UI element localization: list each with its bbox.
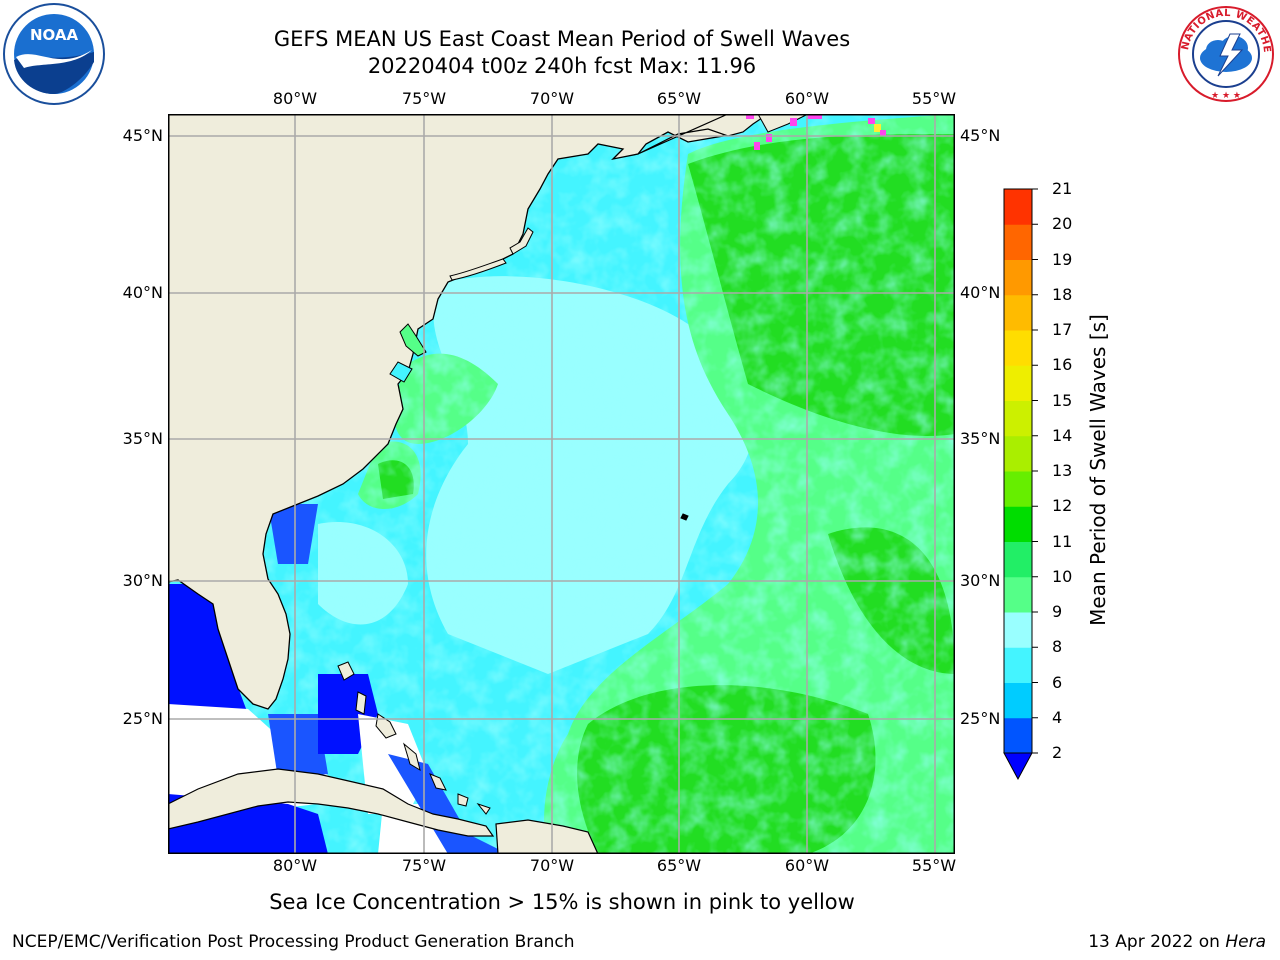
title-line-2: 20220404 t00z 240h fcst Max: 11.96 [367, 54, 757, 78]
lon-label-bottom: 75°W [401, 856, 447, 875]
colorbar-tick-label: 21 [1052, 179, 1073, 198]
colorbar-tick-label: 19 [1052, 249, 1073, 269]
noaa-logo: NOAA [3, 3, 105, 105]
svg-text:★ ★ ★: ★ ★ ★ [1211, 91, 1241, 101]
lon-label-top: 75°W [401, 89, 447, 108]
lon-label-top: 60°W [784, 89, 830, 108]
noaa-logo-text: NOAA [30, 26, 79, 44]
nws-logo: NATIONAL WEATHER SERVICE ★ ★ ★ [1176, 4, 1274, 102]
colorbar-band [1004, 647, 1032, 683]
lat-label-right: 35°N [960, 429, 1001, 448]
lat-label-right: 30°N [960, 571, 1001, 590]
land-north-america [168, 114, 729, 710]
colorbar-tick-label: 2 [1052, 743, 1063, 762]
colorbar-band [1004, 541, 1032, 578]
colorbar-tick-label: 14 [1052, 425, 1073, 445]
colorbar-tick-label: 15 [1052, 390, 1073, 410]
lon-label-top: 65°W [656, 89, 702, 108]
lat-label-left: 30°N [122, 571, 163, 590]
colorbar-band [1004, 294, 1032, 331]
colorbar-tick-label: 20 [1052, 214, 1073, 234]
lon-label-bottom: 80°W [272, 856, 318, 875]
lon-label-top: 80°W [272, 89, 318, 108]
colorbar-band [1004, 506, 1032, 542]
lat-label-left: 45°N [122, 126, 163, 145]
lat-label-right: 40°N [960, 283, 1001, 302]
colorbar-band [1004, 365, 1032, 401]
colorbar-band [1004, 400, 1032, 437]
colorbar-band [1004, 435, 1032, 472]
land-hispaniola [495, 819, 599, 854]
graticule [168, 114, 955, 854]
colorbar-band [1004, 330, 1032, 366]
machine-name: Hera [1225, 932, 1266, 952]
map-panel [168, 114, 955, 854]
colorbar-band [1004, 189, 1032, 225]
colorbar [1003, 188, 1038, 781]
colorbar-tick-label: 8 [1052, 637, 1063, 657]
lon-label-top: 70°W [529, 89, 575, 108]
lon-label-bottom: 55°W [911, 856, 957, 875]
map-frame [168, 114, 955, 854]
colorbar-band [1004, 576, 1032, 613]
lon-label-top: 55°W [911, 89, 957, 108]
colorbar-band [1004, 224, 1032, 260]
land-bahamas [337, 513, 689, 815]
colorbar-tick-label: 13 [1052, 461, 1073, 480]
land-maritimes [637, 114, 770, 155]
colorbar-tick-label: 9 [1052, 602, 1063, 621]
colorbar-band [1004, 259, 1032, 296]
chart-title: GEFS MEAN US East Coast Mean Period of S… [0, 26, 1124, 80]
colorbar-band [1004, 471, 1032, 507]
credit-text: NCEP/EMC/Verification Post Processing Pr… [12, 932, 575, 952]
colorbar-band [1004, 682, 1032, 719]
lat-label-left: 35°N [122, 429, 163, 448]
colorbar-tick-label: 18 [1052, 284, 1073, 304]
colorbar-tick-label: 10 [1052, 566, 1073, 586]
colorbar-tick-label: 17 [1052, 320, 1073, 339]
colorbar-tick-label: 16 [1052, 355, 1073, 375]
colorbar-band [1004, 612, 1032, 648]
lat-label-left: 40°N [122, 283, 163, 302]
date-stamp: 13 Apr 2022 on Hera [1088, 932, 1266, 952]
lon-label-bottom: 65°W [656, 856, 702, 875]
lon-label-bottom: 60°W [784, 856, 830, 875]
lat-label-right: 45°N [960, 126, 1001, 145]
lat-label-left: 25°N [122, 709, 163, 728]
title-line-1: GEFS MEAN US East Coast Mean Period of S… [273, 27, 851, 51]
land-cuba [168, 768, 495, 837]
colorbar-tick-label: 11 [1052, 531, 1073, 551]
colorbar-band [1004, 717, 1032, 754]
colorbar-tick-label: 4 [1052, 707, 1063, 727]
colorbar-tick-label: 6 [1052, 672, 1063, 692]
colorbar-under-arrow [1003, 752, 1033, 781]
sea-ice [746, 114, 886, 150]
lon-label-bottom: 70°W [529, 856, 575, 875]
sea-ice-note: Sea Ice Concentration > 15% is shown in … [269, 890, 855, 914]
lat-label-right: 25°N [960, 709, 1001, 728]
colorbar-tick-label: 12 [1052, 496, 1073, 516]
colorbar-title: Mean Period of Swell Waves [s] [1086, 314, 1110, 626]
date-text: 13 Apr 2022 on [1088, 932, 1226, 952]
